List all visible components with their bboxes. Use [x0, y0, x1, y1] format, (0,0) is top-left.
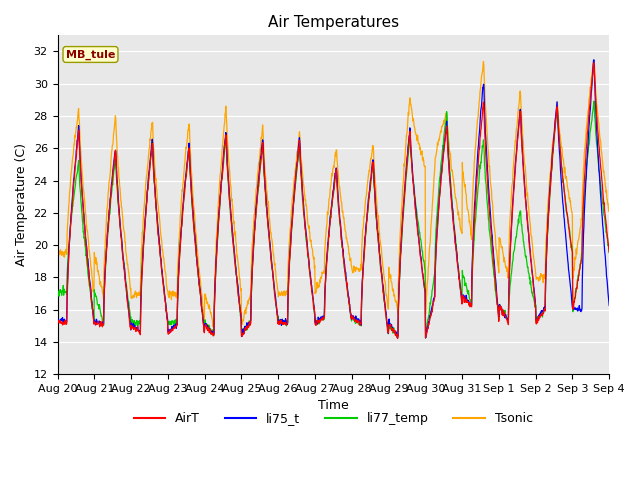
Tsonic [239, 321, 246, 327]
Y-axis label: Air Temperature (C): Air Temperature (C) [15, 143, 28, 266]
Tsonic [419, 158, 427, 164]
li77_temp [54, 292, 61, 298]
li77_temp [163, 313, 171, 319]
Tsonic [492, 233, 499, 239]
AirT [177, 243, 184, 249]
AirT [163, 315, 171, 321]
Line: li75_t: li75_t [58, 60, 609, 338]
AirT [419, 276, 427, 282]
Text: MB_tule: MB_tule [66, 49, 115, 60]
li75_t [163, 310, 171, 316]
X-axis label: Time: Time [318, 399, 349, 412]
li75_t [605, 302, 613, 308]
li77_temp [605, 250, 613, 255]
Tsonic [589, 58, 597, 63]
Line: li77_temp: li77_temp [58, 101, 609, 338]
li77_temp [422, 335, 429, 341]
Line: AirT: AirT [58, 63, 609, 338]
Tsonic [177, 214, 184, 220]
Tsonic [540, 271, 548, 277]
Legend: AirT, li75_t, li77_temp, Tsonic: AirT, li75_t, li77_temp, Tsonic [129, 408, 538, 431]
AirT [492, 279, 499, 285]
li75_t [590, 57, 598, 63]
li75_t [177, 239, 184, 245]
Tsonic [54, 250, 61, 256]
Title: Air Temperatures: Air Temperatures [268, 15, 399, 30]
li77_temp [177, 242, 184, 248]
Tsonic [163, 283, 171, 289]
li75_t [422, 335, 429, 341]
AirT [238, 333, 246, 339]
li77_temp [492, 288, 499, 293]
AirT [540, 307, 548, 312]
li75_t [492, 274, 499, 280]
AirT [605, 249, 613, 255]
li75_t [238, 329, 246, 335]
li77_temp [238, 333, 246, 339]
li77_temp [590, 98, 598, 104]
li75_t [419, 272, 427, 277]
Tsonic [605, 209, 613, 215]
AirT [54, 319, 61, 324]
AirT [590, 60, 598, 66]
li75_t [540, 305, 548, 311]
li77_temp [540, 308, 548, 313]
Tsonic [209, 324, 216, 329]
li77_temp [419, 255, 427, 261]
li75_t [54, 317, 61, 323]
AirT [394, 336, 401, 341]
Line: Tsonic: Tsonic [58, 60, 609, 326]
